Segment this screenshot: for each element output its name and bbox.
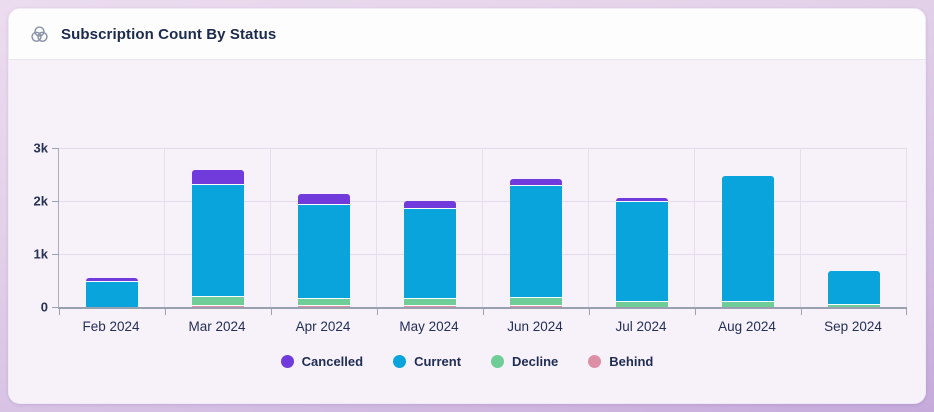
y-axis-label: 0 [40, 299, 48, 315]
bar-segment-current[interactable] [298, 204, 350, 300]
x-axis-label: May 2024 [399, 319, 459, 334]
stacked-bar [298, 194, 350, 307]
stacked-bar [722, 175, 774, 307]
stacked-bar [192, 169, 244, 307]
gridline-vertical [482, 148, 483, 307]
legend-item-decline[interactable]: Decline [491, 354, 558, 369]
legend-color-dot [280, 355, 294, 368]
bar-segment-cancelled[interactable] [510, 178, 562, 187]
bar-segment-current[interactable] [510, 186, 562, 299]
y-axis-label: 2k [33, 193, 48, 209]
legend-label: Behind [609, 354, 654, 369]
gridline-vertical [800, 148, 801, 307]
gridline-vertical [906, 148, 907, 307]
x-axis-labels: Feb 2024 Mar 2024 Apr 2024 May 2024 Jun 2024… [58, 319, 906, 337]
x-axis-tick [906, 309, 907, 315]
stacked-bar [86, 277, 138, 307]
x-axis-tick [589, 309, 590, 315]
bar-segment-behind[interactable] [298, 305, 350, 307]
y-axis-tick [52, 307, 59, 308]
legend-label: Current [414, 354, 462, 369]
bar-segment-cancelled[interactable] [616, 198, 668, 203]
gridline-horizontal [59, 254, 907, 255]
bar-column [695, 148, 801, 307]
gridline-vertical [164, 148, 165, 307]
x-axis-tick [271, 309, 272, 315]
gridline-vertical [694, 148, 695, 307]
bar-segment-cancelled[interactable] [298, 194, 350, 205]
gridline-vertical [376, 148, 377, 307]
bar-segment-behind[interactable] [404, 305, 456, 307]
bar-segment-behind[interactable] [510, 305, 562, 307]
gridline-horizontal [59, 201, 907, 202]
y-axis-tick [52, 147, 59, 149]
stacked-bar [510, 178, 562, 307]
bar-segment-cancelled[interactable] [192, 169, 244, 186]
bar-segment-current[interactable] [86, 281, 138, 307]
bar-segment-decline[interactable] [722, 301, 774, 307]
chart-body: 3k 2k 1k 0 Feb 2024 Mar 2024 Apr 2024 May 2024… [9, 60, 925, 403]
legend-color-dot [588, 355, 602, 368]
bar-column [165, 148, 271, 307]
legend-item-cancelled[interactable]: Cancelled [280, 354, 364, 369]
bar-segment-decline[interactable] [510, 298, 562, 306]
legend-item-current[interactable]: Current [393, 354, 461, 369]
bar-segment-current[interactable] [722, 175, 774, 302]
venn-diagram-icon [29, 24, 50, 45]
bar-segment-decline[interactable] [828, 305, 880, 307]
bar-segment-cancelled[interactable] [404, 200, 456, 210]
legend-label: Decline [512, 354, 559, 369]
bar-column [483, 148, 589, 307]
chart-card: Subscription Count By Status 3k 2k 1k 0 Feb… [8, 8, 926, 404]
bar-column [377, 148, 483, 307]
x-axis-tick [59, 309, 60, 315]
card-header: Subscription Count By Status [9, 9, 925, 60]
bar-segment-cancelled[interactable] [86, 277, 138, 282]
x-axis-label: Mar 2024 [188, 319, 246, 334]
gridline-vertical [270, 148, 271, 307]
bar-segment-decline[interactable] [298, 299, 350, 306]
bar-segment-current[interactable] [404, 209, 456, 300]
stacked-bar [616, 198, 668, 307]
bar-segment-current[interactable] [828, 271, 880, 306]
x-axis-tick [695, 309, 696, 315]
bar-segment-current[interactable] [616, 202, 668, 302]
y-axis-tick [52, 253, 59, 255]
x-axis-tick [377, 309, 378, 315]
y-axis-label: 3k [33, 140, 48, 156]
y-axis-label: 1k [33, 246, 48, 262]
x-axis-label: Aug 2024 [718, 319, 776, 334]
bar-segment-current[interactable] [192, 185, 244, 298]
bar-segment-decline[interactable] [192, 297, 244, 306]
legend-color-dot [393, 355, 407, 368]
stacked-bar [404, 200, 456, 307]
x-axis-tick [483, 309, 484, 315]
legend-item-behind[interactable]: Behind [588, 354, 653, 369]
stacked-bar [828, 271, 880, 307]
bar-column [271, 148, 377, 307]
x-axis-label: Jun 2024 [507, 319, 563, 334]
gridline-horizontal [59, 148, 907, 149]
page-title: Subscription Count By Status [61, 25, 277, 43]
bar-column [59, 148, 165, 307]
x-axis-label: Sep 2024 [824, 319, 882, 334]
gridline-vertical [588, 148, 589, 307]
bar-column [801, 148, 907, 307]
y-axis-tick [52, 200, 59, 202]
x-axis-tick [801, 309, 802, 315]
chart: 3k 2k 1k 0 Feb 2024 Mar 2024 Apr 2024 May 2024… [9, 60, 925, 403]
bar-segment-behind[interactable] [192, 305, 244, 307]
bar-segment-decline[interactable] [404, 299, 456, 306]
bar-segment-decline[interactable] [616, 301, 668, 307]
legend-color-dot [491, 355, 505, 368]
bar-column [589, 148, 695, 307]
legend-label: Cancelled [301, 354, 364, 369]
plot-area: 3k 2k 1k 0 [34, 141, 907, 315]
x-axis-label: Jul 2024 [615, 319, 667, 334]
x-axis-tick [165, 309, 166, 315]
x-axis-label: Apr 2024 [295, 319, 351, 334]
legend: Cancelled Current Decline Behind [9, 354, 925, 369]
x-axis-label: Feb 2024 [82, 319, 140, 334]
